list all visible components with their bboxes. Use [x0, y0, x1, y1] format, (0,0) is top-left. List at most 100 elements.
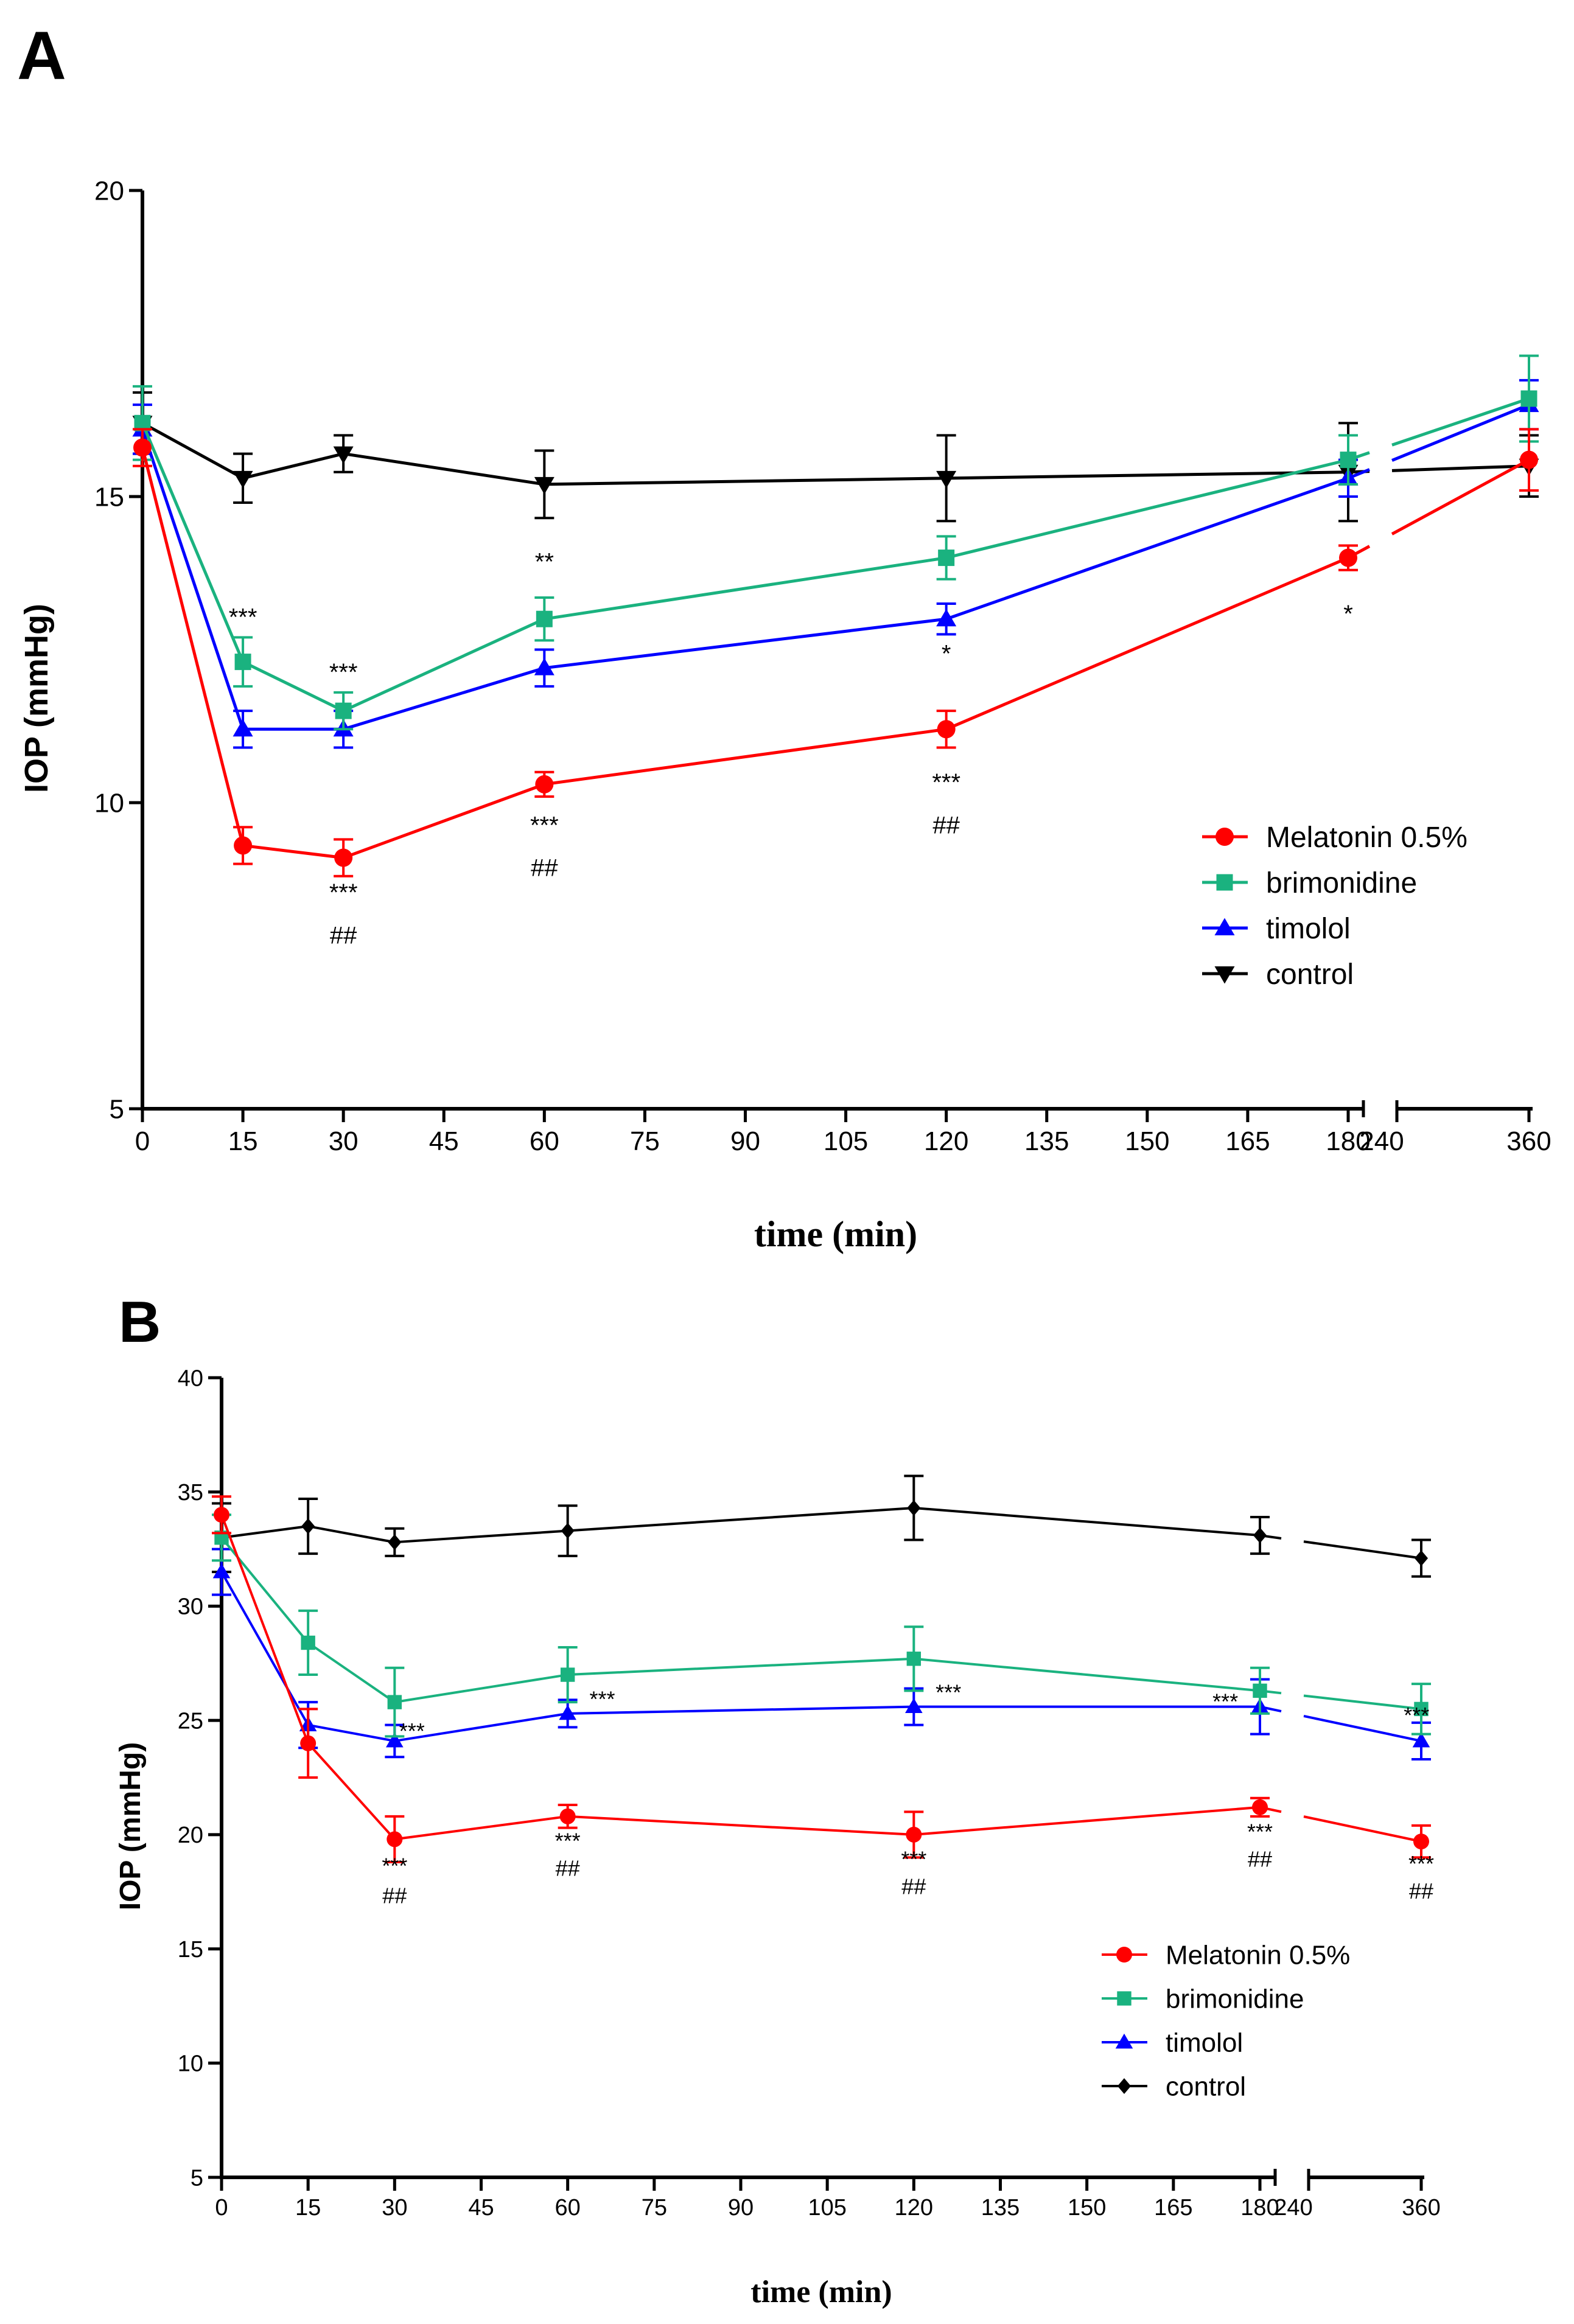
- series-line-segment: [220, 1571, 309, 1726]
- y-tick-label: 20: [178, 1823, 203, 1848]
- data-point: [906, 1652, 922, 1666]
- series-line-segment: [1303, 1815, 1422, 1843]
- series-control: [132, 391, 1539, 523]
- series-line-segment: [343, 666, 545, 731]
- y-tick-label: 20: [94, 176, 124, 206]
- y-tick-label: 10: [94, 788, 124, 818]
- series-line-segment: [1303, 1714, 1422, 1742]
- series-brimonidine: [133, 354, 1539, 731]
- data-point: [214, 1507, 229, 1523]
- data-point: [133, 438, 152, 457]
- data-point: [334, 848, 353, 867]
- legend-marker: [1115, 2033, 1133, 2049]
- data-point: [560, 1667, 575, 1682]
- series-line-segment: [567, 1506, 914, 1532]
- data-point: [212, 1563, 231, 1579]
- significance-annotation: ***: [901, 1846, 926, 1871]
- significance-annotation: ***: [329, 659, 358, 686]
- y-tick-label: 5: [191, 2165, 203, 2191]
- x-tick-label: 360: [1402, 2195, 1440, 2221]
- series-line-segment: [914, 1507, 1261, 1537]
- significance-annotation: **: [535, 549, 554, 576]
- x-tick-label: 150: [1125, 1126, 1169, 1156]
- significance-annotation: ##: [932, 812, 960, 839]
- significance-annotation: ***: [936, 1680, 961, 1705]
- panel-label: A: [17, 18, 66, 94]
- legend-marker: [1117, 1991, 1132, 2006]
- series-line-segment: [567, 1705, 914, 1715]
- series-brimonidine: [212, 1513, 1431, 1738]
- series-line-segment: [946, 470, 1349, 480]
- legend-marker: [1117, 2078, 1132, 2094]
- legend-label: brimonidine: [1166, 1984, 1304, 2014]
- data-point: [335, 702, 352, 719]
- data-point: [333, 446, 354, 464]
- legend-label: control: [1166, 2071, 1246, 2101]
- legend-label: Melatonin 0.5%: [1266, 822, 1467, 854]
- x-tick-label: 30: [329, 1126, 359, 1156]
- data-point: [535, 775, 554, 794]
- data-point: [559, 1705, 576, 1720]
- data-point: [1339, 548, 1357, 567]
- x-tick-label: 90: [730, 1126, 760, 1156]
- series-line-segment: [567, 1815, 914, 1836]
- significance-annotation: ***: [590, 1687, 615, 1712]
- series-line-segment: [242, 660, 345, 713]
- significance-annotation: ***: [382, 1854, 407, 1879]
- x-tick-label: 150: [1068, 2195, 1106, 2221]
- x-tick-label: 120: [924, 1126, 968, 1156]
- data-point: [905, 1698, 923, 1714]
- x-tick-label: 15: [228, 1126, 258, 1156]
- significance-annotation: ***: [555, 1828, 581, 1853]
- legend-label: brimonidine: [1266, 867, 1417, 899]
- legend: Melatonin 0.5% brimonidine timolol control: [1202, 822, 1467, 991]
- x-tick-label: 75: [642, 2195, 667, 2221]
- series-line-segment: [946, 458, 1349, 560]
- x-tick-label: 75: [630, 1126, 660, 1156]
- x-tick-label: 30: [382, 2195, 407, 2221]
- data-point: [534, 658, 554, 675]
- significance-annotation: ***: [1408, 1851, 1434, 1876]
- legend-marker: [1214, 966, 1235, 984]
- data-point: [906, 1826, 922, 1843]
- x-tick-label: 180: [1240, 2195, 1279, 2221]
- x-tick-label: 0: [215, 2195, 228, 2221]
- series-line-segment: [394, 1673, 568, 1704]
- x-tick-label: 120: [895, 2195, 933, 2221]
- legend-item-melatonin-0-5: Melatonin 0.5%: [1102, 1940, 1350, 1970]
- y-tick-label: 30: [178, 1594, 203, 1620]
- x-tick-label: 240: [1359, 1126, 1404, 1156]
- legend-item-brimonidine: brimonidine: [1102, 1984, 1304, 2014]
- series-line-segment: [343, 783, 545, 859]
- legend: Melatonin 0.5% brimonidine timolol control: [1102, 1940, 1350, 2101]
- data-point: [1252, 1799, 1268, 1815]
- x-tick-label: 165: [1154, 2195, 1192, 2221]
- y-tick-label: 25: [178, 1708, 203, 1734]
- data-point: [301, 1635, 315, 1650]
- series-line-segment: [221, 1525, 309, 1539]
- legend-label: timolol: [1266, 913, 1351, 945]
- series-line-segment: [1391, 397, 1530, 447]
- significance-annotation: ##: [531, 855, 558, 882]
- y-axis-label: IOP (mmHg): [114, 1742, 147, 1910]
- series-line-segment: [394, 1529, 568, 1544]
- data-point: [1520, 450, 1538, 469]
- series-line-segment: [394, 1712, 568, 1742]
- series-line-segment: [945, 556, 1349, 731]
- series-line-segment: [343, 452, 545, 486]
- data-point: [1340, 452, 1357, 469]
- series-line-segment: [914, 1806, 1261, 1836]
- significance-annotation: *: [1343, 601, 1353, 627]
- significance-annotation: ##: [382, 1883, 407, 1908]
- series-line-segment: [141, 422, 244, 480]
- series-melatonin-0-5: [212, 1495, 1431, 1863]
- series-line-segment: [544, 476, 946, 486]
- x-tick-label: 105: [824, 1126, 868, 1156]
- series-line-segment: [544, 727, 947, 786]
- significance-annotation: ***: [399, 1719, 425, 1743]
- significance-annotation: ##: [556, 1855, 580, 1880]
- series-line-segment: [1391, 464, 1530, 472]
- legend-item-control: control: [1102, 2071, 1246, 2101]
- series-line-segment: [1391, 458, 1530, 536]
